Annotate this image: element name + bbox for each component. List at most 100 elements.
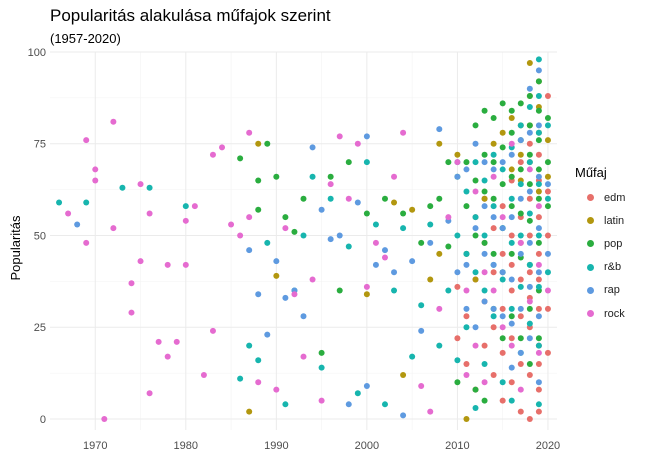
point-pop [273,173,280,180]
point-rock [291,291,298,298]
point-pop [237,155,244,162]
point-rb [481,360,488,367]
point-rb [427,221,434,228]
point-latin [427,276,434,283]
point-rb [481,177,488,184]
legend-swatch [587,217,594,225]
point-rap [544,250,551,257]
legend-swatch [587,263,594,271]
point-pop [508,250,515,257]
point-pop [300,195,307,202]
point-rap [535,379,542,386]
point-rap [255,291,262,298]
point-rb [237,375,244,382]
point-latin [255,140,262,147]
point-rap [508,364,515,371]
point-rap [472,225,479,232]
point-pop [535,239,542,246]
point-rb [499,276,506,283]
point-pop [517,166,524,173]
point-rock [182,261,189,268]
point-edm [544,232,551,239]
legend-title: Műfaj [575,165,607,180]
point-rb [508,239,515,246]
point-rap [490,305,497,312]
point-pop [544,203,551,210]
legend-item: r&b [575,256,645,279]
point-pop [499,144,506,151]
point-pop [526,122,533,129]
point-edm [499,250,506,257]
point-rock [354,140,361,147]
point-rock [436,305,443,312]
point-pop [490,115,497,122]
point-rock [110,118,117,125]
point-rb [345,243,352,250]
point-rap [517,195,524,202]
point-rap [318,206,325,213]
y-axis-label: Popularitás [8,215,23,281]
point-rb [526,159,533,166]
point-latin [436,250,443,257]
point-latin [273,272,280,279]
point-rb [363,159,370,166]
point-rock [472,342,479,349]
point-rb [517,283,524,290]
point-latin [544,173,551,180]
point-rb [300,232,307,239]
point-rb [535,93,542,100]
point-pop [445,243,452,250]
point-rb [490,203,497,210]
point-pop [508,129,515,136]
point-pop [490,195,497,202]
point-edm [544,305,551,312]
point-rap [535,269,542,276]
point-rock [535,203,542,210]
point-rock [490,173,497,180]
point-rb [526,261,533,268]
point-rock [137,258,144,265]
point-rap [246,247,253,254]
point-rock [164,353,171,360]
point-rap [481,298,488,305]
point-rb [472,159,479,166]
point-rap [535,122,542,129]
point-rb [481,232,488,239]
point-edm [526,371,533,378]
point-rap [463,261,470,268]
point-pop [445,159,452,166]
point-rb [517,181,524,188]
point-pop [517,335,524,342]
point-pop [508,107,515,114]
point-edm [517,276,524,283]
point-latin [508,115,515,122]
point-rb [354,390,361,397]
point-edm [535,250,542,257]
point-pop [454,379,461,386]
point-pop [499,100,506,107]
point-rap [499,159,506,166]
point-pop [526,305,533,312]
point-pop [526,181,533,188]
point-rb [264,239,271,246]
point-rock [110,225,117,232]
point-rock [499,214,506,221]
point-rap [517,305,524,312]
point-rb [309,173,316,180]
point-pop [418,239,425,246]
point-rock [526,298,533,305]
point-edm [535,360,542,367]
point-pop [363,210,370,217]
point-rap [354,199,361,206]
point-rb [381,401,388,408]
point-pop [544,159,551,166]
legend-label: r&b [604,261,622,274]
point-rb [517,232,524,239]
legend-swatch [587,240,594,248]
point-rap [526,335,533,342]
point-edm [499,349,506,356]
point-edm [526,269,533,276]
point-rock [481,269,488,276]
point-pop [508,173,515,180]
x-tick-label: 1990 [264,440,288,452]
